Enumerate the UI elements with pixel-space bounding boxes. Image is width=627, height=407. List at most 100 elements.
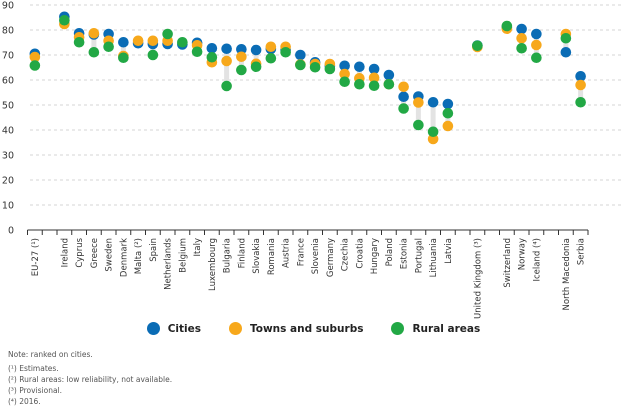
point-rural-areas-ireland — [59, 14, 70, 26]
x-label-iceland: Iceland (⁴) — [532, 238, 542, 282]
x-label-slovakia: Slovakia — [252, 238, 262, 274]
x-label-eu-27: EU-27 (¹) — [31, 238, 41, 276]
point-rural-areas-lithuania — [427, 126, 439, 138]
point-rural-areas-denmark — [118, 52, 129, 64]
x-label-romania: Romania — [267, 238, 277, 275]
x-label-greece: Greece — [90, 238, 100, 268]
point-rural-areas-united-kingdom — [472, 40, 483, 52]
point-rural-areas-france — [295, 59, 306, 71]
point-rural-areas-finland — [236, 64, 247, 76]
x-label-ireland: Ireland — [60, 238, 70, 267]
point-towns-and-suburbs-czechia — [339, 68, 350, 80]
point-towns-and-suburbs-romania — [265, 41, 277, 53]
x-label-serbia: Serbia — [577, 238, 587, 265]
footnote-2: (²) Rural areas: low reliability, not av… — [8, 375, 173, 384]
legend-item-rural-areas: Rural areas — [391, 322, 480, 335]
y-tick-label-50: 50 — [2, 101, 14, 112]
x-label-finland: Finland — [237, 238, 247, 268]
point-cities-luxembourg — [206, 42, 218, 54]
point-towns-and-suburbs-latvia — [442, 120, 454, 132]
x-label-bulgaria: Bulgaria — [223, 238, 233, 273]
point-rural-areas-croatia — [354, 78, 365, 90]
footnote-1: (¹) Estimates. — [8, 364, 59, 373]
y-tick-label-70: 70 — [2, 51, 14, 62]
x-label-belgium: Belgium — [178, 238, 188, 273]
y-tick-label-0: 0 — [8, 226, 14, 237]
x-label-sweden: Sweden — [105, 238, 115, 272]
x-label-france: France — [296, 238, 306, 266]
point-cities-hungary — [368, 63, 380, 75]
x-label-estonia: Estonia — [400, 238, 410, 269]
point-towns-and-suburbs-finland — [236, 51, 247, 63]
chart: 0 10 20 30 40 50 60 70 80 90 EU-27 (¹) Ireland Cypr… — [2, 1, 622, 319]
footnote-3: (³) Provisional. — [8, 386, 63, 395]
gridlines — [30, 4, 622, 206]
notes: Note: ranked on cities. (¹) Estimates. (… — [8, 349, 172, 407]
legend-label-rural-areas: Rural areas — [412, 322, 481, 335]
point-cities-iceland — [531, 28, 542, 40]
x-label-latvia: Latvia — [444, 238, 454, 264]
point-towns-and-suburbs-eu-27 — [29, 51, 41, 63]
point-rural-areas-estonia — [398, 103, 409, 114]
point-cities-latvia — [442, 98, 454, 110]
x-label-italy: Italy — [193, 238, 203, 256]
point-cities-bulgaria — [221, 43, 232, 55]
legend-item-towns-and-suburbs: Towns and suburbs — [229, 322, 363, 335]
point-towns-and-suburbs-greece — [88, 27, 100, 39]
point-rural-areas-czechia — [339, 76, 350, 88]
point-rural-areas-latvia — [442, 107, 454, 119]
point-towns-and-suburbs-norway — [516, 32, 527, 44]
x-label-germany: Germany — [326, 238, 336, 277]
point-rural-areas-north-macedonia — [560, 32, 572, 44]
point-cities-finland — [236, 43, 247, 55]
point-cities-estonia — [398, 91, 409, 103]
point-cities-czechia — [339, 60, 350, 72]
point-cities-lithuania — [427, 96, 439, 108]
point-rural-areas-slovakia — [250, 61, 262, 73]
footnote-4: (⁴) 2016. — [8, 397, 41, 406]
y-axis-tick-labels: 0 10 20 30 40 50 60 70 80 90 — [2, 1, 14, 237]
point-cities-slovakia — [250, 44, 262, 56]
point-rural-areas-italy — [191, 46, 203, 58]
y-tick-label-20: 20 — [2, 176, 14, 187]
point-towns-and-suburbs-serbia — [575, 79, 586, 91]
point-towns-and-suburbs-portugal — [413, 97, 424, 108]
point-rural-areas-germany — [324, 63, 336, 75]
point-rural-areas-eu-27 — [29, 60, 41, 71]
y-tick-label-30: 30 — [2, 151, 14, 162]
point-rural-areas-poland — [383, 78, 395, 90]
point-rural-areas-greece — [88, 46, 100, 58]
point-cities-north-macedonia — [560, 46, 572, 58]
point-rural-areas-belgium — [177, 36, 188, 48]
legend-item-cities: Cities — [146, 322, 201, 335]
range-connectors — [32, 16, 584, 139]
x-axis-category-labels: EU-27 (¹) Ireland Cyprus Greece Sweden Denmar… — [31, 237, 587, 319]
point-cities-france — [295, 49, 306, 61]
point-rural-areas-iceland — [531, 52, 542, 64]
point-rural-areas-portugal — [413, 119, 424, 131]
x-label-portugal: Portugal — [414, 238, 424, 273]
y-tick-label-80: 80 — [2, 26, 14, 37]
point-rural-areas-sweden — [103, 41, 114, 53]
x-axis — [27, 229, 589, 235]
legend-label-towns-and-suburbs: Towns and suburbs — [250, 322, 364, 335]
point-rural-areas-spain — [147, 49, 159, 61]
point-rural-areas-cyprus — [73, 36, 85, 48]
legend-label-cities: Cities — [167, 322, 201, 335]
point-cities-denmark — [118, 36, 129, 48]
x-label-spain: Spain — [149, 238, 159, 262]
x-label-luxembourg: Luxembourg — [208, 238, 218, 291]
point-rural-areas-hungary — [368, 80, 380, 92]
x-label-cyprus: Cyprus — [75, 237, 85, 267]
point-rural-areas-switzerland — [501, 20, 513, 32]
x-label-united-kingdom: United Kingdom (³) — [473, 238, 483, 319]
point-towns-and-suburbs-lithuania — [427, 133, 439, 145]
point-cities-croatia — [354, 61, 365, 73]
x-label-netherlands: Netherlands — [164, 237, 174, 289]
legend-swatch-rural-areas — [391, 322, 405, 335]
x-label-lithuania: Lithuania — [429, 238, 439, 277]
y-tick-label-10: 10 — [2, 201, 14, 212]
point-rural-areas-serbia — [575, 96, 586, 108]
point-towns-and-suburbs-spain — [147, 35, 159, 47]
x-label-north-macedonia: North Macedonia — [562, 238, 572, 310]
